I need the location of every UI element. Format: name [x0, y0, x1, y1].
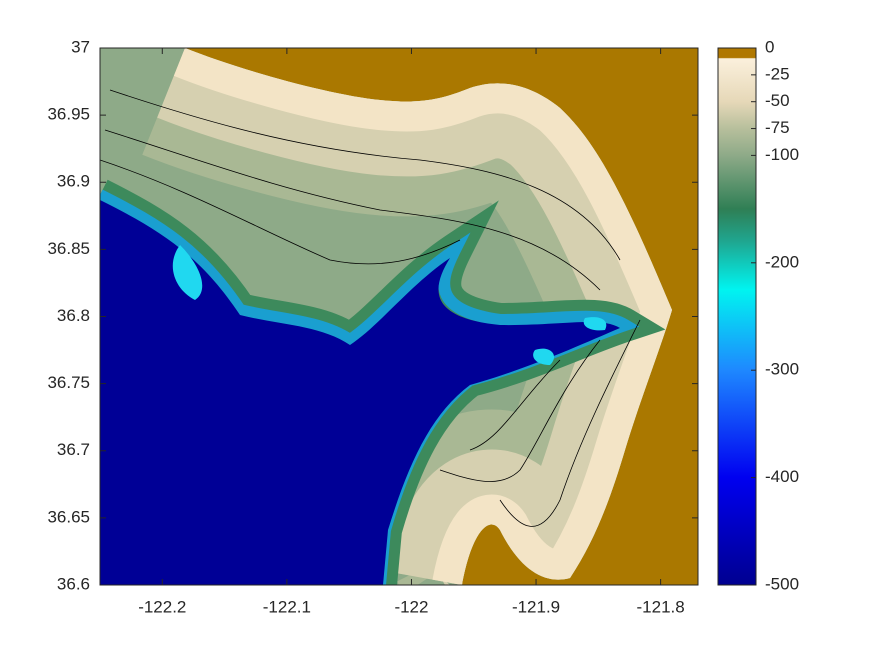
- y-tick-label: 36.8: [57, 306, 90, 325]
- x-tick-label: -121.9: [512, 597, 560, 616]
- y-tick-label: 37: [71, 37, 90, 56]
- colorbar-tick-label: -200: [765, 252, 799, 271]
- y-tick-label: 36.95: [47, 105, 90, 124]
- colorbar-tick-label: -25: [765, 64, 790, 83]
- colorbar-tick-label: -75: [765, 118, 790, 137]
- colorbar-tick-label: -50: [765, 91, 790, 110]
- y-tick-label: 36.85: [47, 239, 90, 258]
- y-tick-label: 36.9: [57, 172, 90, 191]
- y-tick-label: 36.7: [57, 440, 90, 459]
- colorbar-tick-label: 0: [765, 37, 774, 56]
- colorbar-tick-label: -400: [765, 467, 799, 486]
- x-tick-label: -121.8: [637, 597, 685, 616]
- colorbar-tick-label: -300: [765, 360, 799, 379]
- colorbar: [717, 47, 757, 586]
- colorbar-tick-label: -100: [765, 145, 799, 164]
- y-tick-label: 36.6: [57, 574, 90, 593]
- colorbar-tick-label: -500: [765, 574, 799, 593]
- x-tick-label: -122.2: [138, 597, 186, 616]
- x-tick-label: -122: [394, 597, 428, 616]
- y-tick-label: 36.65: [47, 507, 90, 526]
- y-tick-label: 36.75: [47, 373, 90, 392]
- x-tick-label: -122.1: [263, 597, 311, 616]
